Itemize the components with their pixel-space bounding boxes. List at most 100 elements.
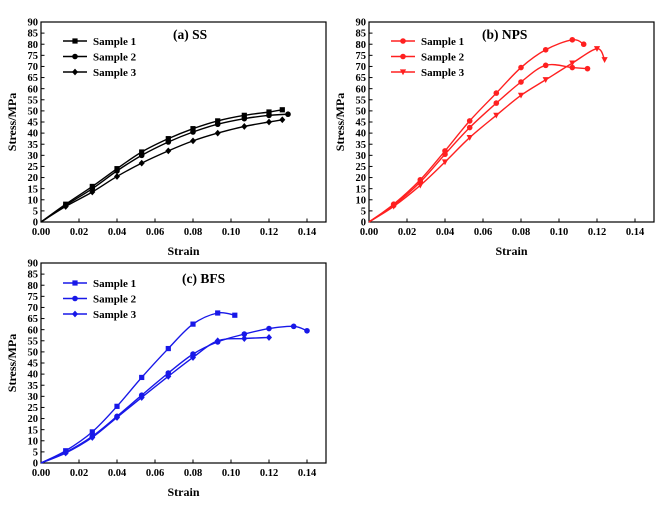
data-point [417, 182, 424, 189]
plot-frame [40, 262, 327, 464]
x-tick-label: 0.12 [588, 227, 606, 238]
y-axis-label: Stress/MPa [5, 334, 19, 392]
x-tick-label: 0.14 [298, 227, 317, 238]
data-point [139, 149, 145, 155]
y-tick-label: 35 [356, 140, 367, 151]
y-tick-label: 40 [356, 129, 367, 140]
series-2 [40, 111, 291, 223]
x-tick-label: 0.08 [512, 227, 530, 238]
y-tick-label: 30 [28, 151, 39, 162]
y-tick-label: 65 [28, 314, 39, 325]
y-tick-label: 25 [28, 162, 39, 173]
data-point [542, 77, 549, 83]
y-tick-label: 5 [361, 206, 366, 217]
data-point [165, 139, 172, 145]
data-point [190, 126, 196, 132]
data-point [214, 121, 221, 128]
series-line [368, 63, 588, 223]
data-point [279, 116, 286, 124]
legend-entry: Sample 1 [93, 36, 136, 48]
data-point [190, 354, 196, 361]
series-line [40, 336, 270, 464]
x-axis-label: Strain [495, 244, 527, 258]
series-line [40, 311, 235, 464]
data-point [241, 115, 248, 122]
data-point [266, 325, 272, 332]
data-point [580, 41, 587, 48]
y-tick-label: 90 [356, 18, 367, 29]
x-tick-label: 0.06 [474, 227, 492, 238]
data-point [190, 129, 196, 135]
y-tick-label: 60 [28, 325, 39, 336]
legend-marker [72, 310, 78, 318]
x-tick-label: 0.02 [70, 468, 88, 479]
y-tick-label: 45 [28, 359, 39, 370]
y-tick-label: 90 [28, 259, 39, 270]
series-1 [40, 107, 285, 223]
x-tick-label: 0.04 [436, 227, 455, 238]
y-tick-label: 70 [28, 62, 39, 73]
data-point [266, 118, 272, 126]
data-point [165, 372, 172, 380]
y-tick-label: 5 [33, 447, 38, 458]
data-point [493, 100, 500, 106]
series-line [40, 325, 308, 464]
y-tick-label: 0 [361, 218, 366, 229]
data-point [165, 136, 171, 142]
legend-entry: Sample 1 [421, 36, 464, 48]
y-tick-label: 85 [28, 29, 39, 40]
data-point [165, 147, 172, 155]
legend-entry: Sample 3 [93, 67, 137, 79]
y-tick-label: 65 [28, 73, 39, 84]
y-tick-label: 15 [356, 184, 367, 195]
data-point [89, 429, 95, 435]
x-tick-label: 0.00 [360, 227, 378, 238]
data-point [89, 434, 96, 441]
x-tick-label: 0.00 [32, 468, 50, 479]
x-tick-label: 0.10 [222, 468, 240, 479]
data-point [241, 335, 248, 342]
y-tick-label: 25 [356, 162, 367, 173]
x-tick-label: 0.14 [298, 468, 317, 479]
legend-marker [72, 295, 78, 302]
y-tick-label: 80 [28, 281, 39, 292]
legend-entry: Sample 2 [93, 52, 137, 64]
data-point [466, 124, 473, 131]
legend-entry: Sample 3 [421, 67, 465, 79]
series-2 [40, 323, 310, 464]
data-point [138, 394, 145, 401]
data-point [114, 168, 120, 174]
data-point [279, 107, 285, 113]
y-tick-label: 35 [28, 381, 39, 392]
series-line [40, 113, 289, 223]
data-point [266, 112, 272, 119]
x-tick-label: 0.08 [184, 468, 202, 479]
data-point [139, 374, 145, 381]
y-tick-label: 10 [28, 195, 39, 206]
y-tick-label: 70 [28, 303, 39, 314]
legend-entry: Sample 3 [93, 309, 137, 321]
y-tick-label: 50 [356, 106, 367, 117]
x-axis-label: Strain [167, 244, 199, 258]
data-point [466, 134, 473, 141]
data-point [442, 151, 448, 158]
data-point [190, 137, 196, 145]
data-point [569, 64, 576, 71]
y-tick-label: 70 [356, 62, 367, 73]
y-tick-label: 40 [28, 129, 39, 140]
y-tick-label: 10 [356, 195, 367, 206]
y-tick-label: 75 [28, 292, 39, 303]
legend: Sample 1 Sample 2 Sample 3 [63, 36, 137, 79]
y-tick-label: 45 [28, 118, 39, 129]
y-tick-label: 20 [28, 173, 39, 184]
x-tick-label: 0.06 [146, 468, 164, 479]
y-tick-label: 50 [28, 347, 39, 358]
series-line [368, 38, 585, 223]
legend-marker [400, 38, 406, 44]
y-tick-label: 50 [28, 106, 39, 117]
x-tick-label: 0.04 [108, 227, 127, 238]
y-tick-label: 10 [28, 436, 39, 447]
legend-marker [72, 280, 78, 286]
